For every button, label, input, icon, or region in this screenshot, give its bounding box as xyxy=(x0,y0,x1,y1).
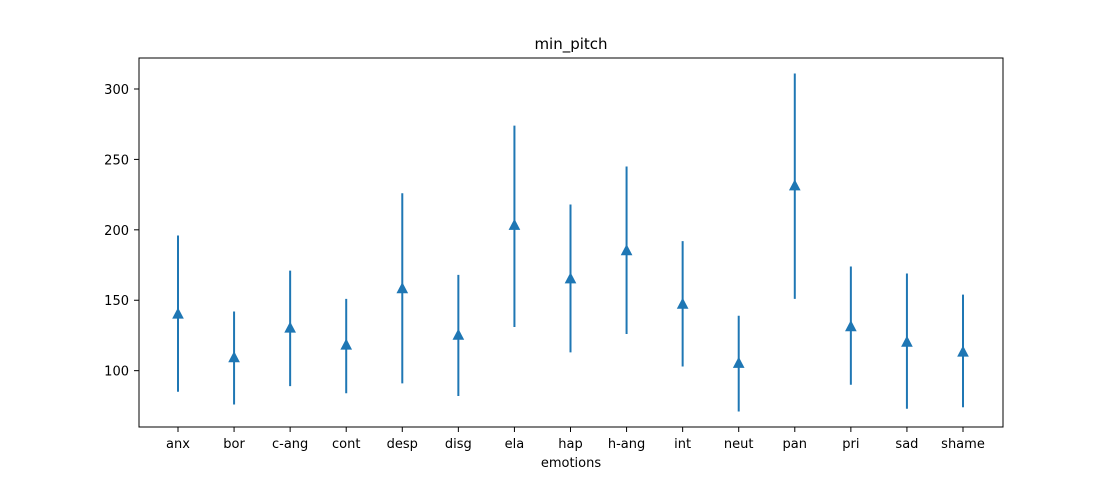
x-tick-label-hap: hap xyxy=(558,437,582,452)
data-point-h-ang xyxy=(620,244,633,256)
data-point-desp xyxy=(396,282,409,294)
data-point-int xyxy=(676,297,689,309)
y-tick-label-300: 300 xyxy=(104,83,129,98)
data-point-pan xyxy=(788,179,801,191)
x-tick-label-neut: neut xyxy=(724,437,754,452)
data-point-ela xyxy=(508,218,521,230)
x-axis: anx bor c-ang cont desp disg ela hap h-ang int neu… xyxy=(166,427,985,452)
x-tick-label-ela: ela xyxy=(505,437,525,452)
data-point-cont xyxy=(340,338,353,350)
data-point-disg xyxy=(452,328,465,340)
data-point-hap xyxy=(564,272,577,284)
data-point-shame xyxy=(957,345,969,357)
data-point-sad xyxy=(901,335,913,347)
x-tick-label-bor: bor xyxy=(223,437,245,452)
x-tick-label-pri: pri xyxy=(842,437,859,452)
x-tick-label-sad: sad xyxy=(895,437,918,452)
plot-frame xyxy=(138,57,1004,428)
x-axis-label: emotions xyxy=(541,456,602,471)
data-point-anx xyxy=(172,307,184,319)
chart-title: min_pitch xyxy=(534,35,607,54)
y-tick-label-250: 250 xyxy=(104,153,129,168)
x-tick-label-pan: pan xyxy=(783,437,807,452)
x-tick-label-desp: desp xyxy=(387,437,418,452)
x-tick-label-c-ang: c-ang xyxy=(272,437,308,452)
x-tick-label-disg: disg xyxy=(445,437,472,452)
x-tick-label-h-ang: h-ang xyxy=(608,437,645,452)
data-point-c-ang xyxy=(284,321,296,333)
x-tick-label-cont: cont xyxy=(332,437,360,452)
y-tick-label-150: 150 xyxy=(104,294,129,309)
x-tick-label-shame: shame xyxy=(941,437,985,452)
x-tick-label-anx: anx xyxy=(166,437,190,452)
data-point-bor xyxy=(228,351,240,363)
y-axis: 100 150 200 250 300 xyxy=(104,83,139,380)
x-tick-label-int: int xyxy=(674,437,691,452)
data-point-pri xyxy=(845,320,857,332)
y-tick-label-200: 200 xyxy=(104,224,129,239)
data-point-neut xyxy=(732,356,745,368)
data-marks xyxy=(172,73,969,412)
y-tick-label-100: 100 xyxy=(104,365,129,380)
